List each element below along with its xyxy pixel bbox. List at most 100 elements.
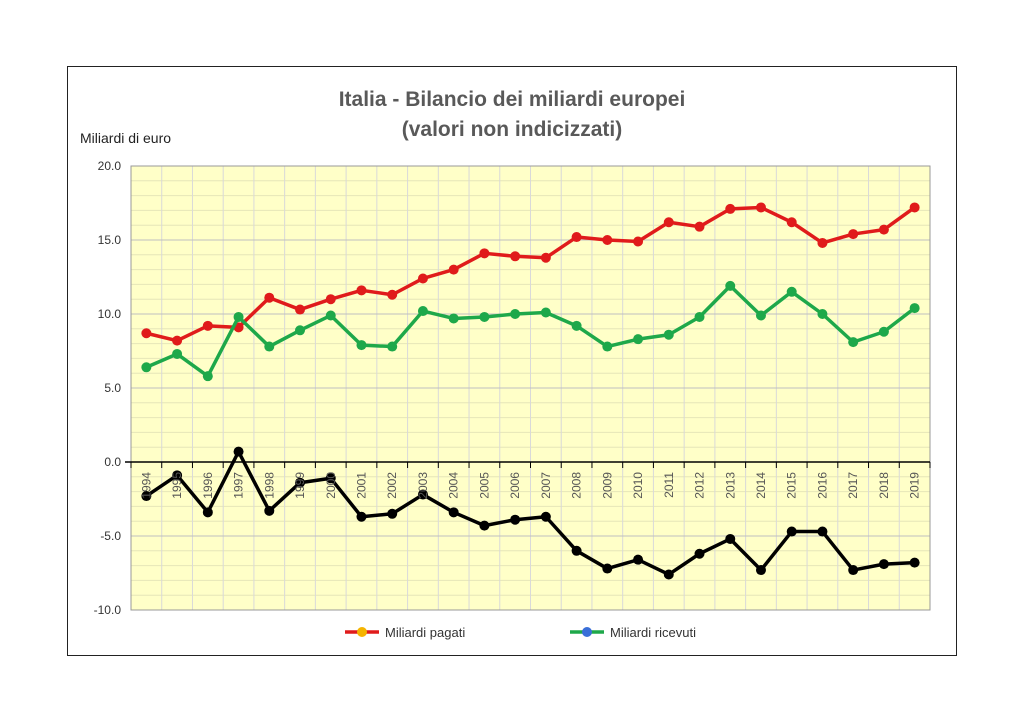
data-point: [448, 313, 459, 324]
data-point: [878, 224, 889, 235]
y-tick-label: 0.0: [104, 455, 121, 469]
data-point: [510, 251, 521, 262]
data-point: [295, 325, 306, 336]
data-point: [848, 337, 859, 348]
x-tick-label: 1994: [139, 472, 153, 499]
series-line-0: [145, 205, 916, 343]
data-point: [295, 477, 306, 488]
x-tick-label: 2009: [600, 472, 614, 499]
data-point: [417, 273, 428, 284]
data-point: [663, 569, 674, 580]
y-tick-label: -5.0: [100, 529, 121, 543]
data-point: [571, 232, 582, 243]
data-point: [233, 311, 244, 322]
data-point: [755, 310, 766, 321]
data-point: [233, 446, 244, 457]
data-point: [264, 505, 275, 516]
data-point: [786, 526, 797, 537]
plot-border: [130, 165, 931, 611]
data-point: [141, 328, 152, 339]
x-tick-label: 1999: [293, 472, 307, 499]
data-point: [202, 371, 213, 382]
x-tick-label: 1997: [232, 472, 246, 499]
x-tick-label: 2019: [908, 472, 922, 499]
data-point: [356, 285, 367, 296]
legend-label: Miliardi pagati: [385, 625, 465, 640]
data-point: [694, 311, 705, 322]
data-point: [602, 235, 613, 245]
data-point: [356, 340, 367, 351]
x-tick-label: 2003: [416, 472, 430, 499]
x-tick-label: 2017: [846, 472, 860, 499]
data-point: [663, 217, 674, 228]
data-point: [448, 507, 459, 518]
x-tick-label: 2000: [324, 472, 338, 499]
x-tick-label: 2015: [785, 472, 799, 499]
data-point: [325, 473, 336, 484]
data-point: [848, 565, 859, 576]
data-point: [202, 320, 213, 331]
data-point: [295, 304, 306, 315]
data-point: [725, 533, 736, 544]
data-point: [540, 252, 551, 263]
data-point: [571, 545, 582, 556]
data-point: [479, 311, 490, 322]
data-point: [633, 334, 644, 345]
data-point: [540, 511, 551, 522]
y-tick-label: 20.0: [98, 159, 122, 173]
data-point: [417, 306, 428, 317]
data-point: [540, 307, 551, 318]
x-tick-label: 1995: [170, 472, 184, 499]
data-point: [725, 280, 736, 291]
data-point: [448, 264, 459, 275]
data-point: [602, 341, 613, 352]
y-tick-label: 5.0: [104, 381, 121, 395]
data-point: [141, 362, 152, 373]
data-point: [172, 348, 183, 359]
x-tick-label: 2008: [570, 472, 584, 499]
data-point: [356, 511, 367, 522]
legend-swatch-marker: [582, 627, 592, 637]
data-point: [172, 470, 183, 481]
data-point: [786, 286, 797, 297]
data-point: [633, 554, 644, 565]
series-line-2: [145, 449, 915, 577]
data-point: [817, 526, 828, 537]
x-tick-label: 2007: [539, 472, 553, 499]
data-point: [510, 514, 521, 525]
data-point: [264, 292, 275, 303]
data-point: [479, 248, 490, 259]
data-point: [909, 557, 920, 568]
data-point: [387, 289, 398, 300]
data-point: [817, 237, 828, 248]
data-point: [878, 559, 889, 570]
data-point: [909, 202, 920, 213]
x-tick-label: 2010: [631, 472, 645, 499]
legend-label: Miliardi ricevuti: [610, 625, 696, 640]
data-point: [172, 335, 183, 346]
data-point: [694, 221, 705, 232]
data-point: [387, 508, 398, 519]
x-tick-label: 1996: [201, 472, 215, 499]
x-tick-label: 2012: [693, 472, 707, 499]
data-point: [141, 491, 152, 502]
data-point: [264, 341, 275, 352]
chart-title: Italia - Bilancio dei miliardi europei: [338, 88, 686, 111]
data-point: [510, 309, 521, 319]
data-point: [755, 565, 766, 576]
data-point: [602, 563, 613, 574]
data-point: [571, 320, 582, 331]
data-point: [387, 341, 398, 352]
x-tick-label: 2016: [815, 472, 829, 499]
data-point: [417, 489, 428, 500]
y-tick-label: 15.0: [98, 233, 122, 247]
x-tick-label: 2005: [477, 472, 491, 499]
data-point: [786, 217, 797, 228]
data-point: [325, 294, 336, 305]
data-point: [848, 229, 859, 240]
data-point: [878, 326, 889, 337]
x-tick-label: 2018: [877, 472, 891, 499]
x-tick-label: 2011: [662, 472, 676, 498]
data-point: [694, 548, 705, 559]
